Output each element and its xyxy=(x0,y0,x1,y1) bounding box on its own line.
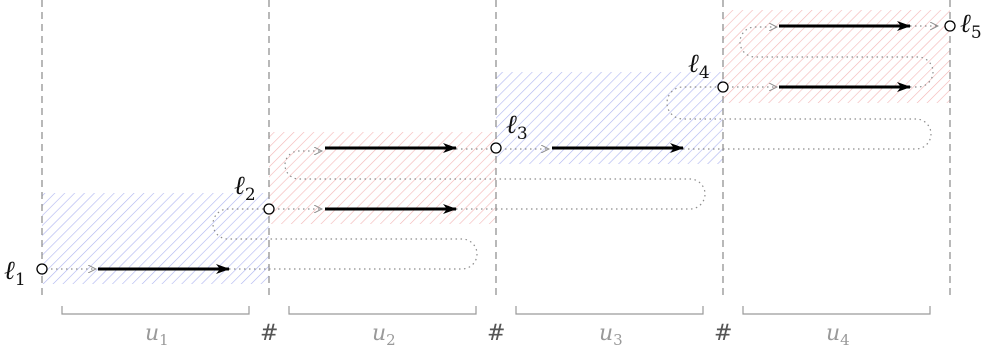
hatch-region-blue-3 xyxy=(496,72,723,164)
bracket xyxy=(742,306,931,315)
level-label-5: ℓ5 xyxy=(960,9,982,43)
separator-hash: # xyxy=(260,321,278,346)
segment-label-2: u2 xyxy=(372,321,396,349)
separator-hash: # xyxy=(714,321,732,346)
level-label-4: ℓ4 xyxy=(688,49,710,83)
dotted-loop-path xyxy=(284,151,706,210)
bracket xyxy=(61,306,250,315)
segment-label-3: u3 xyxy=(599,321,623,349)
bracket xyxy=(288,306,477,315)
level-label-3: ℓ3 xyxy=(506,110,528,144)
separators: # # # xyxy=(260,321,732,346)
segment-label-1: u1 xyxy=(145,321,169,349)
level-node xyxy=(944,20,956,32)
dotted-loop-path xyxy=(666,86,932,150)
solid-arrows xyxy=(98,21,911,274)
segment-labels: u1 u2 u3 u4 xyxy=(145,321,850,349)
level-label-2: ℓ2 xyxy=(234,171,256,205)
dotted-loop-path xyxy=(212,208,478,270)
level-node xyxy=(717,81,729,93)
segment-label-4: u4 xyxy=(826,321,850,349)
dotted-loop-path xyxy=(739,27,934,88)
bracket xyxy=(515,306,704,315)
level-labels: ℓ1 ℓ2 ℓ3 ℓ4 ℓ5 xyxy=(4,9,982,290)
segment-brackets xyxy=(61,306,931,315)
separator-hash: # xyxy=(487,321,505,346)
dotted-loops xyxy=(46,26,938,269)
level-node xyxy=(36,263,48,275)
level-nodes xyxy=(36,20,956,275)
level-label-1: ℓ1 xyxy=(4,256,26,290)
level-node xyxy=(490,142,502,154)
level-node xyxy=(263,203,275,215)
